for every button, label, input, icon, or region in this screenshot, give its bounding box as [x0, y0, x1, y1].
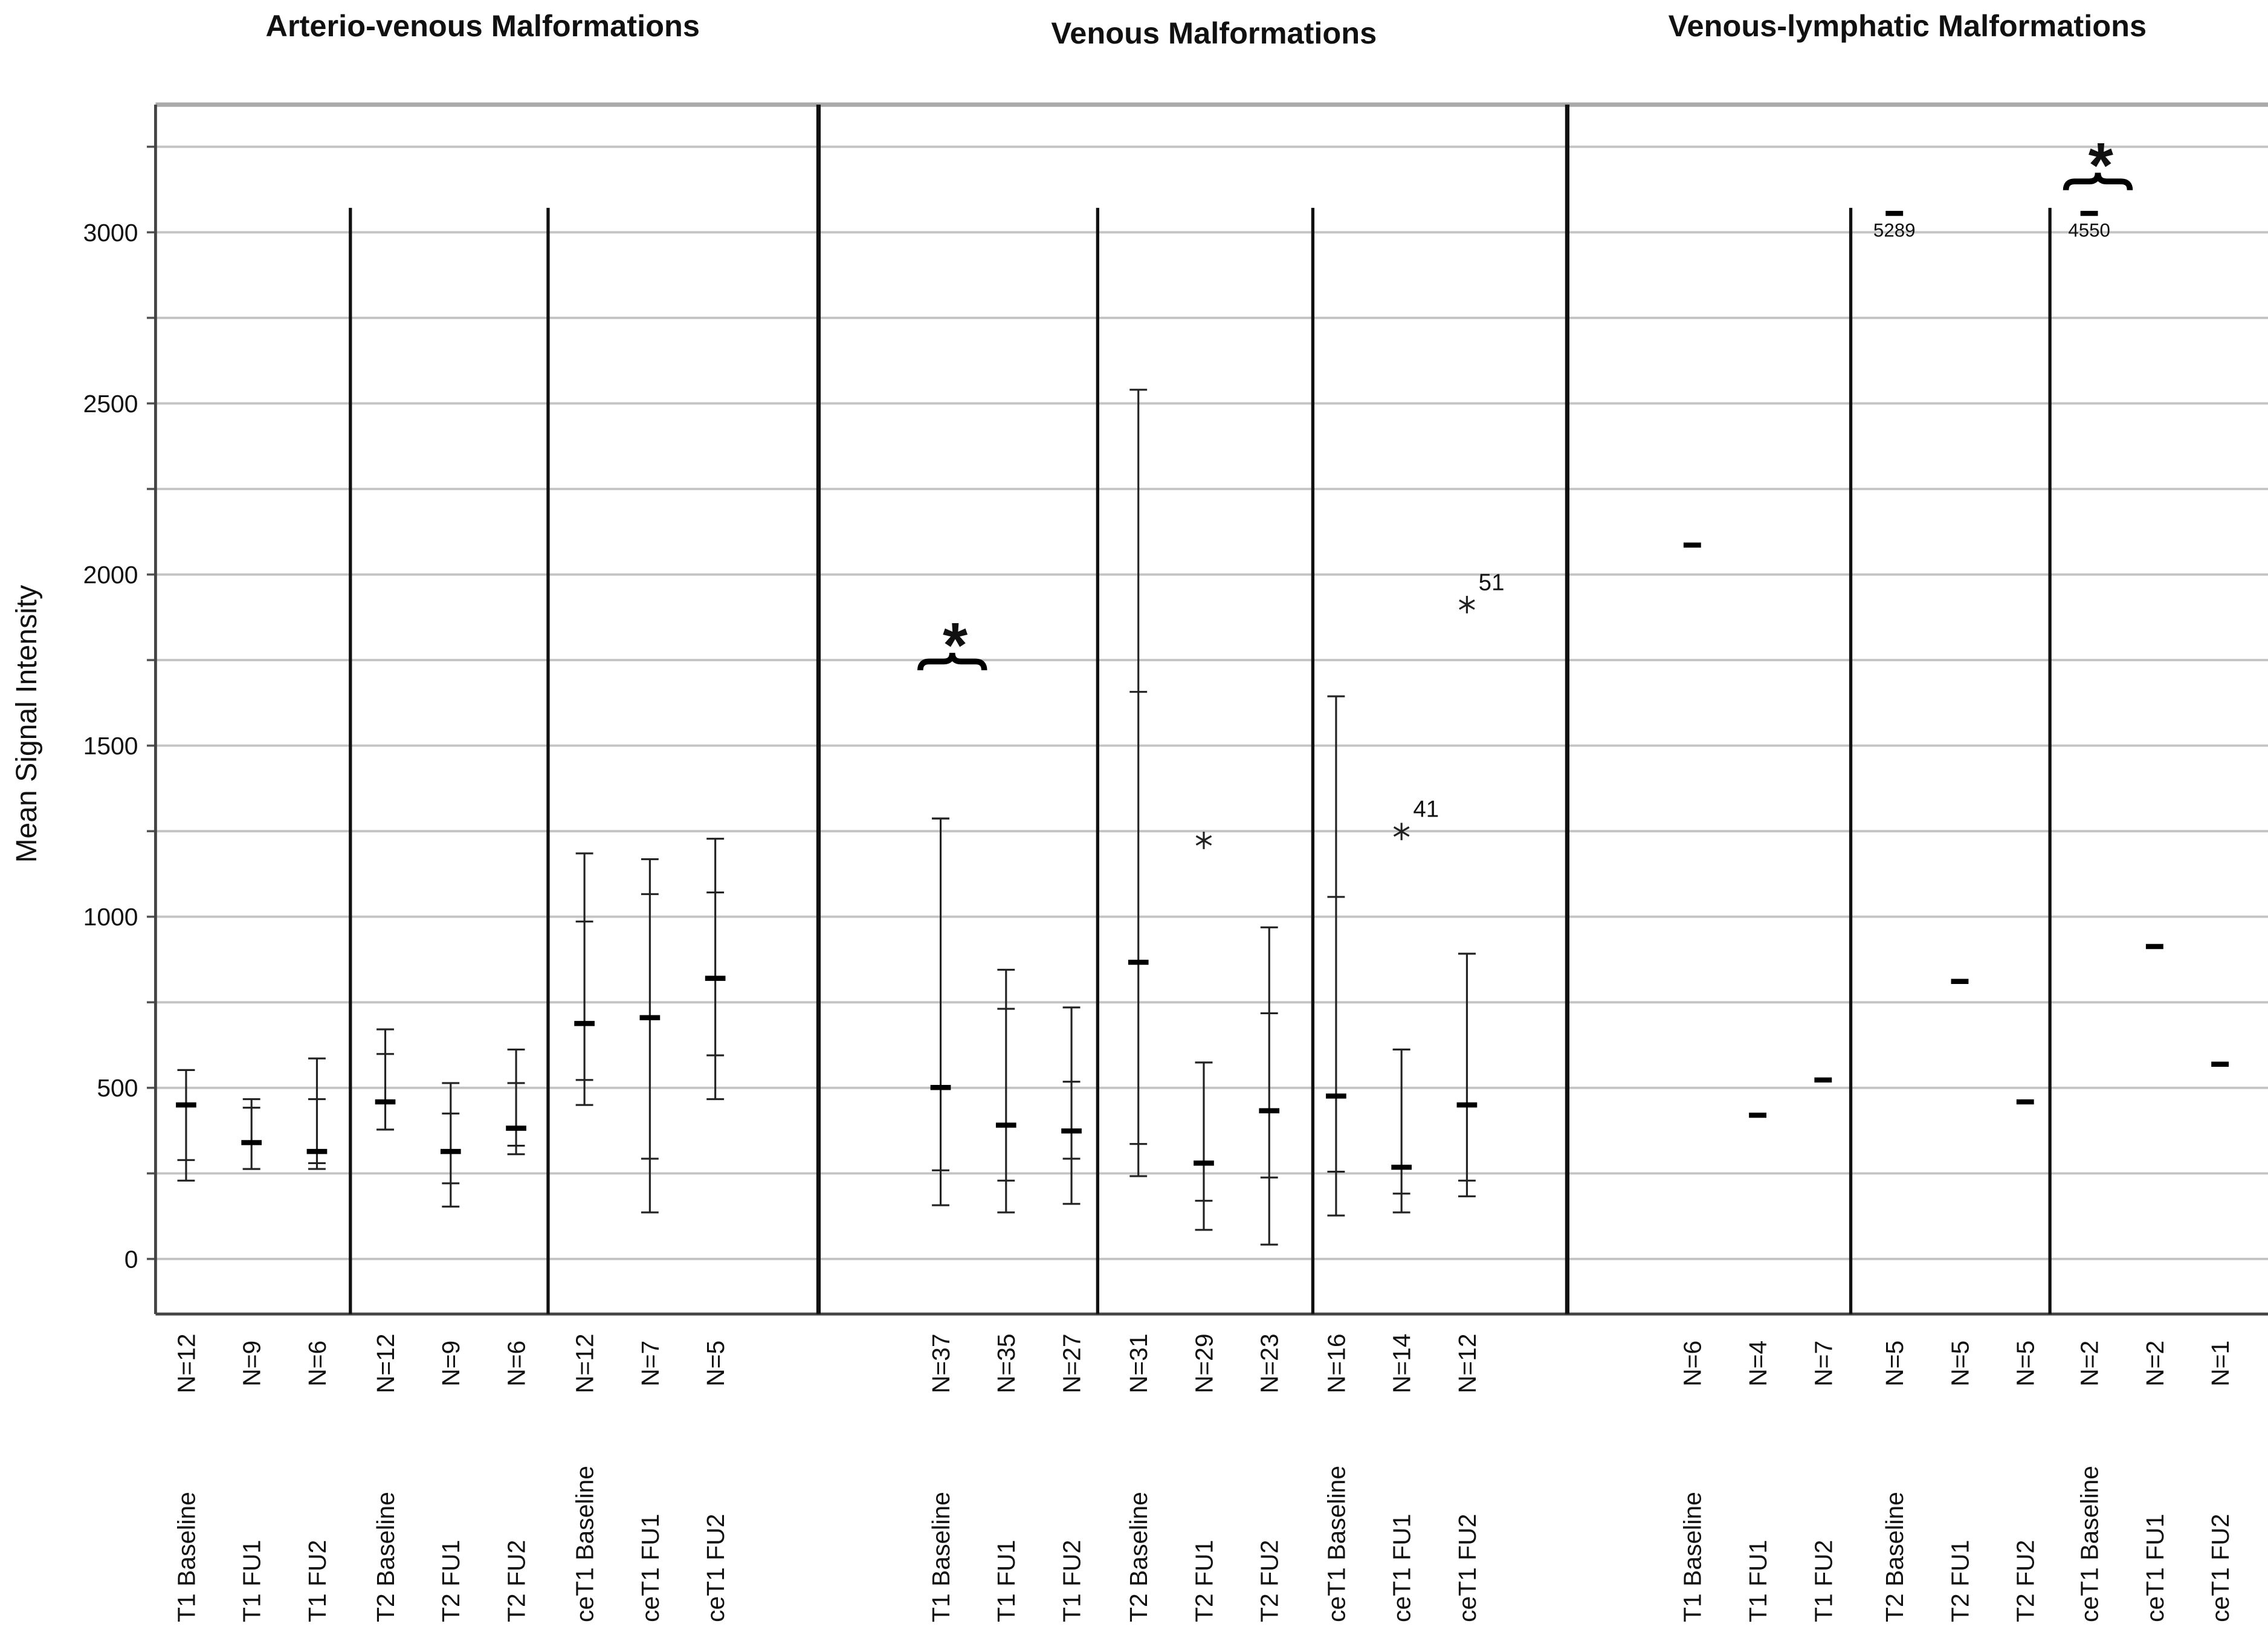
- x-tick-label: T2 FU1: [1946, 1540, 1974, 1622]
- n-label: N=5: [1946, 1341, 1974, 1387]
- x-tick-label: T2 FU2: [502, 1540, 530, 1622]
- n-label: N=5: [2012, 1341, 2040, 1387]
- n-label: N=16: [1322, 1333, 1350, 1393]
- n-label: N=6: [1679, 1341, 1707, 1387]
- x-tick-label: ceT1 FU2: [702, 1514, 729, 1622]
- x-tick-label: ceT1 FU1: [2141, 1514, 2169, 1622]
- x-tick-label: T1 FU2: [1809, 1540, 1837, 1622]
- value-label: 4550: [2068, 220, 2110, 241]
- y-tick-label: 2000: [83, 561, 138, 589]
- x-tick-label: T1 Baseline: [172, 1492, 200, 1622]
- x-tick-label: ceT1 Baseline: [2076, 1466, 2104, 1622]
- n-label: N=27: [1058, 1333, 1085, 1393]
- outlier: [1393, 823, 1410, 841]
- x-tick-label: T2 Baseline: [1125, 1492, 1152, 1622]
- panel-title: Arterio-venous Malformations: [265, 8, 699, 43]
- n-label: N=23: [1256, 1333, 1284, 1393]
- n-label: N=7: [1809, 1341, 1837, 1387]
- n-label: N=2: [2076, 1341, 2104, 1387]
- x-tick-label: T1 Baseline: [1679, 1492, 1707, 1622]
- n-label: N=35: [992, 1333, 1020, 1393]
- y-tick-label: 500: [97, 1074, 138, 1102]
- n-label: N=5: [702, 1341, 729, 1387]
- y-tick-label: 3000: [83, 219, 138, 247]
- outlier: [1195, 832, 1212, 849]
- outlier: [1459, 595, 1475, 613]
- n-label: N=2: [2141, 1341, 2169, 1387]
- n-label: N=12: [372, 1333, 399, 1393]
- n-label: N=31: [1125, 1333, 1152, 1393]
- x-tick-label: T1 Baseline: [927, 1492, 955, 1622]
- panel-title: Venous Malformations: [1051, 16, 1377, 50]
- x-tick-label: T2 FU2: [1256, 1540, 1284, 1622]
- n-label: N=1: [2206, 1341, 2234, 1387]
- n-label: N=9: [437, 1341, 465, 1387]
- significance-marker: *: [943, 610, 968, 681]
- y-axis-label: Mean Signal Intensity: [10, 585, 43, 863]
- n-label: N=6: [303, 1341, 331, 1387]
- significance-marker: *: [2089, 130, 2114, 201]
- n-label: N=12: [1453, 1333, 1481, 1393]
- x-tick-label: T2 Baseline: [372, 1492, 399, 1622]
- n-label: N=7: [636, 1341, 664, 1387]
- x-tick-label: T1 FU1: [1744, 1540, 1772, 1622]
- panel-title: Venous-lymphatic Malformations: [1669, 8, 2147, 43]
- x-tick-label: ceT1 FU2: [1453, 1514, 1481, 1622]
- x-tick-label: T2 FU2: [2012, 1540, 2040, 1622]
- n-label: N=37: [927, 1333, 955, 1393]
- n-label: N=14: [1388, 1333, 1416, 1393]
- n-label: N=12: [571, 1333, 599, 1393]
- y-tick-label: 1500: [83, 732, 138, 760]
- n-label: N=4: [1744, 1341, 1772, 1387]
- x-tick-label: T2 FU1: [1190, 1540, 1218, 1622]
- value-label: 5289: [1873, 220, 1916, 241]
- n-label: N=5: [1881, 1341, 1908, 1387]
- x-tick-label: T1 FU1: [238, 1540, 266, 1622]
- x-tick-label: T1 FU2: [303, 1540, 331, 1622]
- n-label: N=9: [238, 1341, 266, 1387]
- x-tick-label: T1 FU1: [992, 1540, 1020, 1622]
- x-tick-label: T2 Baseline: [1881, 1492, 1908, 1622]
- n-label: N=29: [1190, 1333, 1218, 1393]
- y-tick-label: 1000: [83, 903, 138, 931]
- n-label: N=12: [172, 1333, 200, 1393]
- x-tick-label: ceT1 Baseline: [571, 1466, 599, 1622]
- y-tick-label: 2500: [83, 390, 138, 418]
- outlier-label: 41: [1413, 797, 1439, 823]
- x-tick-label: ceT1 Baseline: [1322, 1466, 1350, 1622]
- x-tick-label: ceT1 FU1: [1388, 1514, 1416, 1622]
- outlier-label: 51: [1479, 569, 1505, 595]
- x-tick-label: ceT1 FU1: [636, 1514, 664, 1622]
- y-tick-label: 0: [124, 1245, 138, 1273]
- x-tick-label: ceT1 FU2: [2206, 1514, 2234, 1622]
- n-label: N=6: [502, 1341, 530, 1387]
- x-tick-label: T2 FU1: [437, 1540, 465, 1622]
- x-tick-label: T1 FU2: [1058, 1540, 1085, 1622]
